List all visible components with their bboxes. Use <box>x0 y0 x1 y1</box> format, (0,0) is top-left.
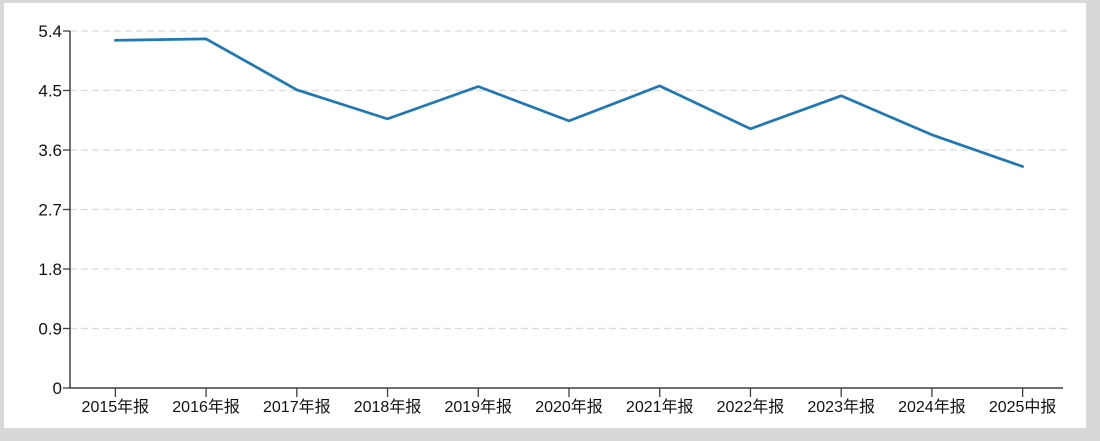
x-tick-label: 2024年报 <box>898 398 966 416</box>
x-tick-label: 2015年报 <box>82 398 150 416</box>
y-tick-label: 3.6 <box>38 141 62 160</box>
x-tick-label: 2016年报 <box>172 398 240 416</box>
chart-panel <box>4 3 1086 428</box>
y-tick-label: 0.9 <box>38 319 62 338</box>
x-tick-label: 2025中报 <box>989 398 1057 416</box>
x-tick-label: 2019年报 <box>444 398 512 416</box>
y-tick-label: 1.8 <box>38 260 62 279</box>
x-tick-label: 2021年报 <box>626 398 694 416</box>
x-tick-label: 2023年报 <box>807 398 875 416</box>
series-line <box>114 37 1024 168</box>
x-tick-label: 2018年报 <box>354 398 422 416</box>
y-tick-label: 0 <box>53 379 62 398</box>
x-tick-label: 2022年报 <box>717 398 785 416</box>
y-tick-label: 4.5 <box>38 81 62 100</box>
y-tick-label: 5.4 <box>38 22 62 41</box>
x-tick-label: 2017年报 <box>263 398 331 416</box>
x-tick-label: 2020年报 <box>535 398 603 416</box>
y-tick-label: 2.7 <box>38 200 62 219</box>
